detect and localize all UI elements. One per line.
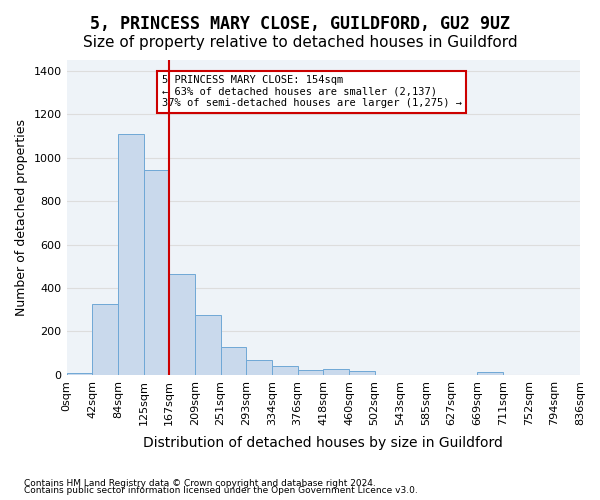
Text: Size of property relative to detached houses in Guildford: Size of property relative to detached ho… <box>83 35 517 50</box>
Bar <box>323 370 349 375</box>
Bar <box>118 134 143 375</box>
Bar <box>92 304 118 375</box>
Bar <box>143 170 169 375</box>
Bar <box>169 274 195 375</box>
Bar <box>272 366 298 375</box>
Bar <box>478 372 503 375</box>
Y-axis label: Number of detached properties: Number of detached properties <box>15 119 28 316</box>
Text: 5 PRINCESS MARY CLOSE: 154sqm
← 63% of detached houses are smaller (2,137)
37% o: 5 PRINCESS MARY CLOSE: 154sqm ← 63% of d… <box>161 75 461 108</box>
Text: Contains HM Land Registry data © Crown copyright and database right 2024.: Contains HM Land Registry data © Crown c… <box>24 478 376 488</box>
Bar <box>349 370 374 375</box>
Bar <box>221 346 246 375</box>
Text: 5, PRINCESS MARY CLOSE, GUILDFORD, GU2 9UZ: 5, PRINCESS MARY CLOSE, GUILDFORD, GU2 9… <box>90 15 510 33</box>
Bar <box>195 315 221 375</box>
Bar <box>246 360 272 375</box>
X-axis label: Distribution of detached houses by size in Guildford: Distribution of detached houses by size … <box>143 436 503 450</box>
Text: Contains public sector information licensed under the Open Government Licence v3: Contains public sector information licen… <box>24 486 418 495</box>
Bar <box>298 370 323 375</box>
Bar <box>67 372 92 375</box>
